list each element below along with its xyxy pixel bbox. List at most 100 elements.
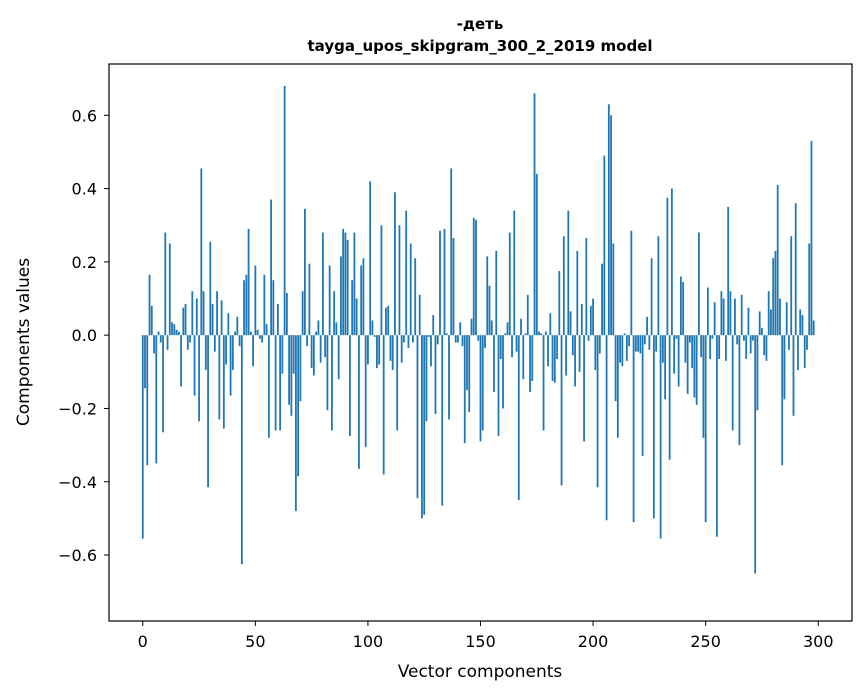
bar-83: [328, 265, 331, 336]
bar-96: [358, 335, 360, 469]
bar-124: [421, 335, 423, 519]
bar-230: [659, 335, 662, 539]
bar-288: [790, 236, 793, 336]
bar-277: [765, 335, 768, 361]
bar-47: [247, 228, 250, 336]
bar-139: [454, 335, 457, 343]
bar-175: [535, 173, 538, 336]
bar-276: [763, 335, 766, 356]
bar-155: [490, 320, 493, 336]
bar-264: [736, 335, 739, 345]
bar-195: [580, 304, 583, 336]
bar-129: [432, 315, 435, 336]
bar-80: [321, 232, 324, 336]
bar-239: [679, 276, 682, 336]
bar-270: [749, 335, 752, 354]
bar-13: [171, 322, 173, 336]
bar-116: [403, 335, 405, 343]
y-tick-label: −0.6: [58, 546, 97, 565]
bar-268: [745, 335, 748, 359]
bar-45: [243, 280, 245, 336]
bar-274: [758, 311, 761, 336]
bar-199: [589, 305, 592, 336]
bar-153: [486, 256, 489, 336]
bar-224: [646, 316, 649, 336]
bar-263: [734, 298, 736, 336]
bar-140: [457, 335, 459, 343]
bar-75: [310, 335, 313, 369]
bar-0: [141, 335, 144, 539]
bar-287: [788, 335, 790, 350]
bar-10: [164, 232, 167, 336]
bar-211: [616, 335, 619, 438]
bar-261: [729, 291, 732, 336]
bar-281: [774, 250, 777, 336]
y-tick-label: 0.2: [72, 253, 97, 272]
bar-89: [342, 228, 345, 336]
x-tick-label: 100: [353, 632, 384, 651]
bar-254: [713, 302, 716, 336]
bar-77: [315, 331, 318, 336]
bar-178: [542, 335, 545, 431]
bar-16: [177, 331, 180, 336]
bar-283: [779, 298, 781, 336]
bar-225: [648, 335, 651, 350]
bar-117: [405, 210, 408, 336]
bar-137: [450, 168, 453, 336]
bar-67: [292, 335, 295, 374]
bar-249: [702, 335, 705, 438]
bar-171: [526, 294, 529, 336]
bar-30: [209, 241, 212, 336]
bar-237: [675, 335, 678, 339]
bar-64: [285, 293, 288, 336]
bar-97: [360, 265, 363, 336]
bar-53: [261, 335, 263, 343]
y-tick-label: −0.2: [58, 399, 97, 418]
bar-59: [274, 335, 277, 431]
bar-204: [601, 263, 603, 336]
bar-12: [168, 243, 171, 336]
bar-108: [385, 307, 387, 336]
bar-223: [643, 335, 646, 345]
bar-162: [506, 322, 509, 336]
bar-111: [391, 335, 394, 370]
bar-135: [445, 333, 448, 336]
bar-17: [180, 335, 182, 387]
bar-258: [722, 298, 725, 336]
bar-180: [547, 335, 549, 367]
bar-297: [810, 140, 813, 336]
bar-203: [598, 335, 601, 354]
x-axis-label: Vector components: [398, 662, 563, 682]
bar-115: [400, 335, 403, 363]
bar-26: [200, 168, 203, 336]
bar-233: [666, 197, 669, 336]
bar-222: [641, 335, 644, 457]
bar-251: [707, 287, 709, 336]
bar-72: [303, 208, 306, 336]
bar-69: [297, 335, 300, 477]
bar-99: [364, 335, 367, 447]
bar-81: [324, 335, 327, 358]
bars-group: [141, 85, 815, 574]
y-tick-label: 0.4: [72, 180, 97, 199]
bar-109: [387, 305, 390, 336]
bar-7: [157, 331, 160, 336]
bar-63: [283, 85, 286, 336]
bar-280: [772, 258, 775, 336]
bar-42: [236, 316, 239, 336]
bar-141: [459, 322, 462, 336]
bar-101: [369, 181, 372, 336]
bar-57: [270, 199, 273, 336]
bar-291: [797, 335, 799, 370]
x-tick-label: 0: [138, 632, 148, 651]
x-tick-label: 200: [578, 632, 609, 651]
bar-86: [335, 322, 338, 336]
bar-168: [520, 318, 522, 336]
bar-215: [625, 335, 628, 361]
bar-33: [216, 291, 218, 336]
bar-134: [443, 228, 446, 336]
bar-144: [466, 335, 468, 391]
bar-60: [276, 304, 279, 336]
bar-110: [389, 335, 392, 361]
bar-40: [231, 335, 234, 370]
